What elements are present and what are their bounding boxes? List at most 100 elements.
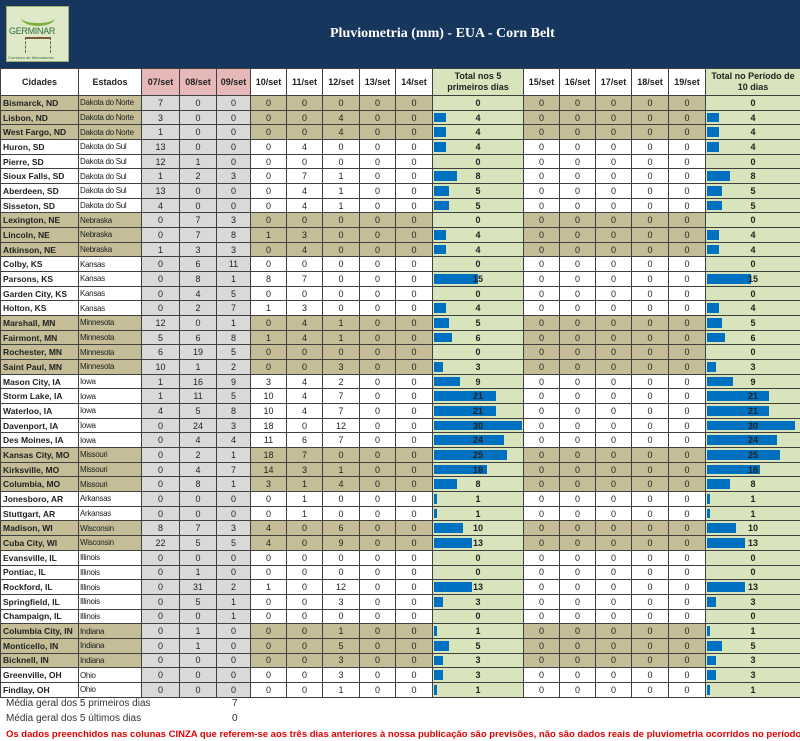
- data-bar: [707, 508, 710, 519]
- table-row: Findlay, OH Ohio 0 0 0 0 0 1 0 0 1 0 0 0 0 0 1: [0, 681, 800, 698]
- city-cell: Stuttgart, AR: [0, 505, 79, 522]
- city-cell: Springfield, IL: [0, 593, 79, 610]
- state-cell: Illinois: [78, 549, 142, 566]
- rainfall-cell: 1: [322, 461, 360, 478]
- rainfall-cell: 0: [631, 549, 669, 566]
- city-cell: Lisbon, ND: [0, 109, 79, 126]
- rainfall-cell: 0: [359, 241, 396, 258]
- total-5-days-cell: 6: [432, 329, 524, 346]
- column-header: 17/set: [595, 68, 632, 96]
- data-bar: [434, 230, 446, 240]
- rainfall-cell: 0: [395, 197, 433, 214]
- rainfall-cell: 0: [286, 95, 323, 111]
- rainfall-cell: 0: [286, 608, 323, 625]
- data-bar: [434, 684, 437, 695]
- rainfall-cell: 0: [141, 476, 180, 493]
- rainfall-cell: 1: [286, 505, 323, 522]
- total-value: 13: [472, 582, 483, 592]
- rainfall-cell: 0: [250, 593, 287, 610]
- state-cell: Iowa: [78, 388, 142, 405]
- rainfall-cell: 4: [179, 461, 217, 478]
- rainfall-cell: 0: [395, 212, 433, 229]
- table-row: Marshall, MN Minnesota 12 0 1 0 4 1 0 0 5 0 0 0 0 0 5: [0, 315, 800, 331]
- total-value: 4: [475, 141, 481, 152]
- data-bar: [707, 391, 769, 402]
- rainfall-cell: 0: [322, 447, 360, 463]
- rainfall-cell: 1: [286, 476, 323, 493]
- rainfall-cell: 0: [631, 256, 669, 273]
- total-10-days-cell: 1: [705, 505, 800, 522]
- rainfall-cell: 0: [286, 667, 323, 683]
- rainfall-cell: 0: [668, 227, 706, 243]
- total-5-days-cell: 13: [432, 579, 524, 595]
- rainfall-cell: 0: [141, 681, 180, 698]
- rainfall-cell: 0: [359, 95, 396, 111]
- rainfall-cell: 0: [523, 667, 560, 683]
- city-cell: Holton, KS: [0, 300, 79, 317]
- header-row: Cidades Estados 07/set 08/set 09/set 10/set 11…: [0, 68, 800, 96]
- rainfall-cell: 1: [322, 197, 360, 214]
- rainfall-cell: 0: [595, 579, 632, 595]
- rainfall-cell: 0: [668, 520, 706, 537]
- rainfall-cell: 0: [359, 227, 396, 243]
- total-value: 25: [747, 449, 758, 460]
- rainfall-cell: 0: [322, 564, 360, 581]
- table-row: Lincoln, NE Nebraska 0 7 8 1 3 0 0 0 4 0 0 0 0 0 4: [0, 227, 800, 243]
- table-row: Des Moines, IA Iowa 0 4 4 11 6 7 0 0 24 0 0 0 0 0 24: [0, 432, 800, 449]
- table-row: Stuttgart, AR Arkansas 0 0 0 0 1 0 0 0 1 0 0 0 0 0 1: [0, 505, 800, 522]
- rainfall-cell: 0: [595, 315, 632, 331]
- rainfall-cell: 0: [395, 579, 433, 595]
- rainfall-cell: 0: [359, 109, 396, 126]
- state-cell: Kansas: [78, 271, 142, 287]
- rainfall-cell: 0: [595, 447, 632, 463]
- rainfall-cell: 0: [631, 271, 669, 287]
- state-cell: Illinois: [78, 608, 142, 625]
- rainfall-cell: 0: [668, 608, 706, 625]
- rainfall-cell: 0: [523, 388, 560, 405]
- total-value: 4: [475, 112, 481, 123]
- data-bar: [707, 142, 719, 152]
- rainfall-cell: 0: [286, 124, 323, 141]
- table-row: Bismarck, ND Dakota do Norte 7 0 0 0 0 0 0 0 0 0 0 0 0…: [0, 95, 800, 111]
- rainfall-cell: 0: [286, 652, 323, 669]
- data-bar: [707, 303, 719, 314]
- rainfall-cell: 0: [595, 491, 632, 507]
- rainfall-cell: 0: [559, 476, 596, 493]
- city-cell: Mason City, IA: [0, 373, 79, 390]
- rainfall-cell: 0: [523, 95, 560, 111]
- rainfall-cell: 0: [523, 681, 560, 698]
- total-10-days-cell: 4: [705, 109, 800, 126]
- city-cell: Bismarck, ND: [0, 95, 79, 111]
- rainfall-cell: 0: [523, 212, 560, 229]
- rainfall-cell: 0: [631, 535, 669, 551]
- avg-first-5-days: Média geral dos 5 primeiros dias 7: [6, 698, 238, 713]
- rainfall-cell: 0: [559, 168, 596, 185]
- rainfall-cell: 0: [395, 329, 433, 346]
- data-bar: [707, 200, 722, 211]
- state-cell: Ohio: [78, 681, 142, 698]
- total-5-days-cell: 13: [432, 535, 524, 551]
- rainfall-cell: 0: [668, 359, 706, 375]
- rainfall-cell: 7: [179, 212, 217, 229]
- rainfall-cell: 0: [359, 139, 396, 155]
- rainfall-cell: 0: [631, 285, 669, 302]
- rainfall-cell: 0: [523, 153, 560, 170]
- total-10-days-cell: 5: [705, 183, 800, 199]
- rainfall-cell: 0: [395, 256, 433, 273]
- rainfall-cell: 0: [359, 212, 396, 229]
- rainfall-cell: 0: [631, 168, 669, 185]
- table-row: Garden City, KS Kansas 0 4 5 0 0 0 0 0 0 0 0 0 0 0 0: [0, 285, 800, 302]
- rainfall-cell: 0: [322, 227, 360, 243]
- rainfall-cell: 0: [631, 667, 669, 683]
- rainfall-cell: 0: [359, 579, 396, 595]
- rainfall-cell: 0: [668, 139, 706, 155]
- rainfall-cell: 0: [668, 109, 706, 126]
- state-cell: Arkansas: [78, 491, 142, 507]
- total-5-days-cell: 4: [432, 300, 524, 317]
- rainfall-cell: 0: [523, 549, 560, 566]
- state-cell: Minnesota: [78, 359, 142, 375]
- total-value: 0: [750, 611, 756, 622]
- city-cell: Sisseton, SD: [0, 197, 79, 214]
- rainfall-cell: 0: [668, 344, 706, 361]
- data-bar: [434, 450, 508, 460]
